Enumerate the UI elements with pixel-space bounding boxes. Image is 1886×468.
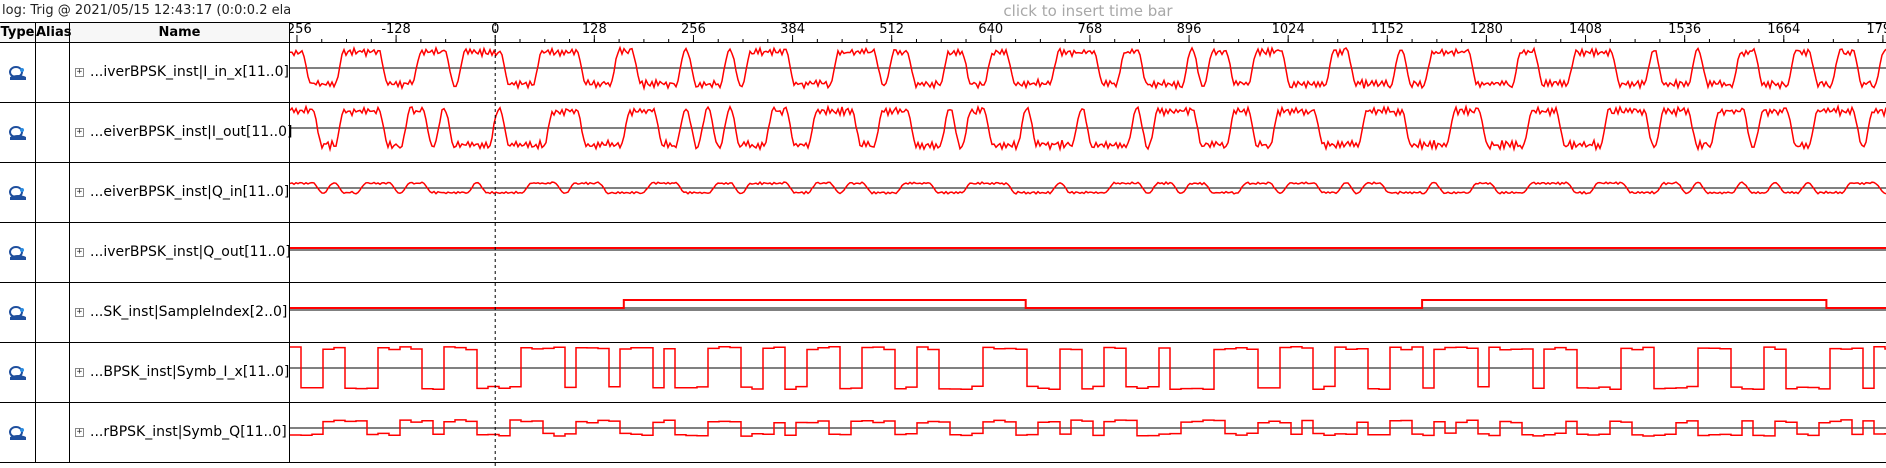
- expand-icon[interactable]: +: [75, 247, 84, 257]
- log-header: log: Trig @ 2021/05/15 12:43:17 (0:0:0.2…: [0, 0, 290, 22]
- insert-time-bar[interactable]: click to insert time bar: [290, 0, 1886, 22]
- ruler-tick-label: -256: [290, 23, 312, 37]
- type-cell: [0, 223, 36, 282]
- signal-row[interactable]: + ...eiverBPSK_inst|Q_in[11..0]: [0, 163, 290, 223]
- waveform-trace: [290, 45, 1886, 91]
- alias-cell[interactable]: [36, 403, 70, 462]
- signal-name: ...eiverBPSK_inst|Q_in[11..0]: [90, 184, 290, 200]
- ruler-tick-label: 1408: [1569, 23, 1602, 37]
- node-icon: [9, 306, 26, 320]
- signal-row[interactable]: + ...iverBPSK_inst|I_in_x[11..0]: [0, 43, 290, 103]
- alias-cell[interactable]: [36, 103, 70, 162]
- ruler-tick-label: 1792: [1866, 23, 1886, 37]
- alias-cell[interactable]: [36, 163, 70, 222]
- node-icon: [9, 366, 26, 380]
- name-cell[interactable]: + ...SK_inst|SampleIndex[2..0]: [70, 283, 290, 342]
- node-icon: [9, 66, 26, 80]
- node-icon: [9, 126, 26, 140]
- name-cell[interactable]: + ...eiverBPSK_inst|I_out[11..0]: [70, 103, 293, 162]
- signal-row[interactable]: + ...BPSK_inst|Symb_I_x[11..0]: [0, 343, 290, 403]
- type-cell: [0, 343, 36, 402]
- waveform-trace: [289, 103, 1886, 153]
- name-cell[interactable]: + ...rBPSK_inst|Symb_Q[11..0]: [70, 403, 290, 462]
- alias-cell[interactable]: [36, 223, 70, 282]
- type-cell: [0, 163, 36, 222]
- ruler-tick-label: 768: [1078, 23, 1103, 37]
- signal-row[interactable]: + ...SK_inst|SampleIndex[2..0]: [0, 283, 290, 343]
- alias-cell[interactable]: [36, 43, 70, 102]
- expand-icon[interactable]: +: [75, 127, 84, 137]
- node-icon: [9, 246, 26, 260]
- column-alias[interactable]: Alias: [36, 23, 72, 42]
- column-header: Type Alias Name: [0, 22, 290, 43]
- expand-icon[interactable]: +: [75, 427, 84, 437]
- ruler-tick-label: 640: [978, 23, 1003, 37]
- node-icon: [9, 426, 26, 440]
- signal-row[interactable]: + ...eiverBPSK_inst|I_out[11..0]: [0, 103, 293, 163]
- waveform-trace: [290, 299, 1886, 309]
- name-cell[interactable]: + ...iverBPSK_inst|I_in_x[11..0]: [70, 43, 290, 102]
- ruler-tick-label: 1280: [1470, 23, 1503, 37]
- ruler-tick-label: 1664: [1767, 23, 1800, 37]
- waveform-area[interactable]: [289, 43, 1886, 468]
- signal-name: ...iverBPSK_inst|I_in_x[11..0]: [90, 64, 289, 80]
- signal-name: ...SK_inst|SampleIndex[2..0]: [90, 304, 288, 320]
- expand-icon[interactable]: +: [75, 367, 84, 377]
- signal-name: ...iverBPSK_inst|Q_out[11..0]: [90, 244, 291, 260]
- ruler-tick-label: 1024: [1272, 23, 1305, 37]
- ruler-tick-label: 1152: [1371, 23, 1404, 37]
- time-ruler[interactable]: -256-12801282563845126407688961024115212…: [282, 22, 1886, 44]
- name-cell[interactable]: + ...iverBPSK_inst|Q_out[11..0]: [70, 223, 291, 282]
- ruler-tick-label: 896: [1177, 23, 1202, 37]
- name-cell[interactable]: + ...eiverBPSK_inst|Q_in[11..0]: [70, 163, 290, 222]
- time-ruler-svg: -256-12801282563845126407688961024115212…: [282, 22, 1886, 44]
- expand-icon[interactable]: +: [75, 307, 84, 317]
- node-icon: [9, 186, 26, 200]
- signal-list: + ...iverBPSK_inst|I_in_x[11..0] + ...eiver…: [0, 43, 1886, 468]
- ruler-tick-label: -128: [381, 23, 411, 37]
- type-cell: [0, 283, 36, 342]
- signal-name: ...rBPSK_inst|Symb_Q[11..0]: [90, 424, 287, 440]
- signal-row[interactable]: + ...rBPSK_inst|Symb_Q[11..0]: [0, 403, 290, 463]
- ruler-tick-label: 128: [582, 23, 607, 37]
- waveform-trace: [290, 419, 1886, 437]
- column-type[interactable]: Type: [0, 23, 36, 42]
- alias-cell[interactable]: [36, 343, 70, 402]
- alias-cell[interactable]: [36, 283, 70, 342]
- type-cell: [0, 403, 36, 462]
- waveform-trace: [289, 180, 1886, 195]
- expand-icon[interactable]: +: [75, 187, 84, 197]
- signal-name: ...BPSK_inst|Symb_I_x[11..0]: [90, 364, 290, 380]
- ruler-tick-label: 1536: [1668, 23, 1701, 37]
- type-cell: [0, 103, 36, 162]
- expand-icon[interactable]: +: [75, 67, 84, 77]
- waveform-svg: [289, 43, 1886, 468]
- waveform-trace: [290, 345, 1886, 391]
- name-cell[interactable]: + ...BPSK_inst|Symb_I_x[11..0]: [70, 343, 290, 402]
- signal-row[interactable]: + ...iverBPSK_inst|Q_out[11..0]: [0, 223, 291, 283]
- signal-name: ...eiverBPSK_inst|I_out[11..0]: [90, 124, 293, 140]
- ruler-tick-label: 256: [681, 23, 706, 37]
- ruler-tick-label: 384: [780, 23, 805, 37]
- column-name[interactable]: Name: [70, 23, 290, 42]
- type-cell: [0, 43, 36, 102]
- ruler-tick-label: 512: [879, 23, 904, 37]
